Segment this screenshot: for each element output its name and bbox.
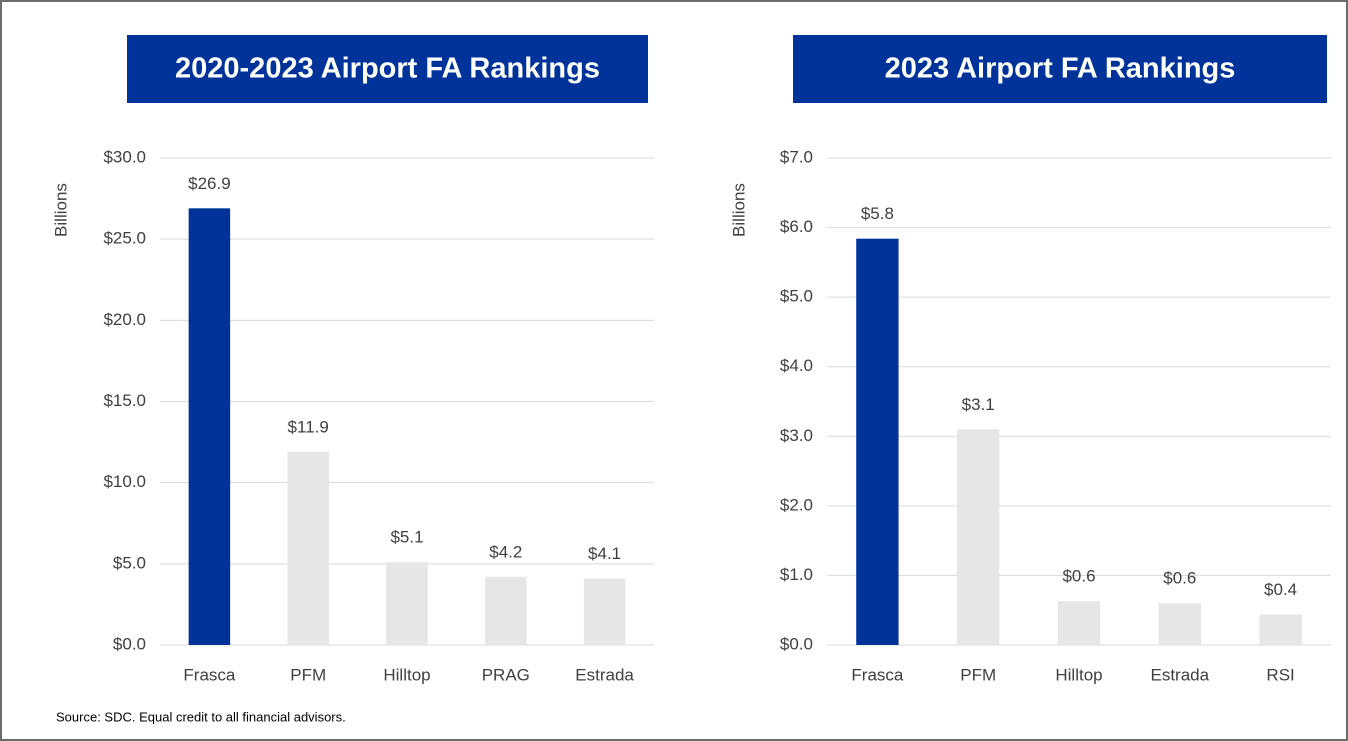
value-label: $0.6 xyxy=(1163,569,1196,588)
bar xyxy=(287,451,329,645)
x-tick-label: RSI xyxy=(1266,665,1294,684)
x-tick-label: Estrada xyxy=(575,665,634,684)
x-tick-label: Hilltop xyxy=(383,665,430,684)
chart-title: 2023 Airport FA Rankings xyxy=(885,53,1236,85)
y-tick-label: $3.0 xyxy=(780,426,813,445)
title-box xyxy=(127,35,648,103)
value-label: $3.1 xyxy=(962,395,995,414)
y-tick-label: $20.0 xyxy=(103,310,146,329)
chart-title: 2020-2023 Airport FA Rankings xyxy=(175,53,600,85)
y-tick-label: $5.0 xyxy=(780,287,813,306)
value-label: $5.1 xyxy=(390,528,423,547)
value-label: $5.8 xyxy=(861,204,894,223)
x-tick-label: Estrada xyxy=(1151,665,1210,684)
y-tick-label: $25.0 xyxy=(103,229,146,248)
source-note: Source: SDC. Equal credit to all financi… xyxy=(56,709,346,724)
title-box xyxy=(793,35,1327,103)
y-tick-label: $4.0 xyxy=(780,356,813,375)
y-tick-label: $10.0 xyxy=(103,472,146,491)
y-axis-label: Billions xyxy=(729,183,748,237)
bar xyxy=(957,429,1000,645)
value-label: $4.2 xyxy=(489,542,522,561)
value-label: $11.9 xyxy=(288,417,329,436)
x-tick-label: Hilltop xyxy=(1055,665,1102,684)
y-tick-label: $0.0 xyxy=(113,634,146,653)
bar xyxy=(583,578,626,645)
bar xyxy=(1057,601,1101,645)
y-tick-label: $7.0 xyxy=(780,147,813,166)
x-tick-label: PFM xyxy=(290,665,326,684)
value-label: $0.6 xyxy=(1062,567,1095,586)
y-tick-label: $30.0 xyxy=(103,147,146,166)
value-label: $0.4 xyxy=(1264,580,1297,599)
y-axis-label: Billions xyxy=(51,183,70,237)
bar xyxy=(1259,614,1302,645)
bar xyxy=(856,238,899,645)
bar xyxy=(485,576,527,645)
x-tick-label: PFM xyxy=(960,665,996,684)
y-tick-label: $5.0 xyxy=(113,553,146,572)
x-tick-label: Frasca xyxy=(183,665,236,684)
bar xyxy=(1158,603,1201,645)
bar xyxy=(188,208,231,645)
bar xyxy=(386,562,428,645)
y-tick-label: $2.0 xyxy=(780,495,813,514)
y-tick-label: $0.0 xyxy=(780,634,813,653)
value-label: $26.9 xyxy=(188,174,231,193)
value-label: $4.1 xyxy=(588,544,621,563)
x-tick-label: Frasca xyxy=(851,665,904,684)
y-tick-label: $15.0 xyxy=(103,391,146,410)
y-tick-label: $6.0 xyxy=(780,217,813,236)
x-tick-label: PRAG xyxy=(482,665,530,684)
y-tick-label: $1.0 xyxy=(780,565,813,584)
